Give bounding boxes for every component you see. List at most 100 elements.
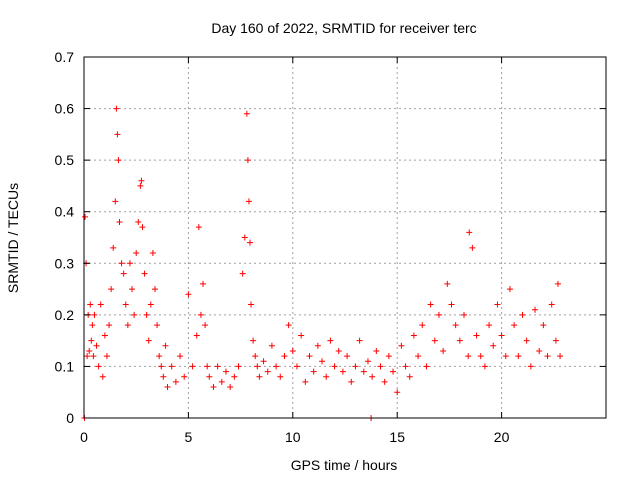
data-point	[285, 322, 292, 329]
data-point	[210, 384, 217, 391]
data-point	[277, 373, 284, 380]
data-point	[154, 322, 161, 329]
data-point	[113, 105, 120, 112]
data-point	[273, 363, 280, 370]
x-axis-ticks: 0 5 10 15 20	[80, 57, 510, 445]
data-point	[506, 286, 513, 293]
data-point	[461, 311, 468, 318]
data-point	[544, 353, 551, 360]
data-point	[532, 306, 539, 313]
data-point	[552, 337, 559, 344]
data-point	[536, 347, 543, 354]
data-point	[335, 347, 342, 354]
data-point	[410, 332, 417, 339]
data-point	[151, 286, 158, 293]
data-point	[348, 378, 355, 385]
data-point	[90, 353, 97, 360]
data-point	[293, 363, 300, 370]
data-point	[519, 311, 526, 318]
data-point	[465, 353, 472, 360]
data-point	[206, 373, 213, 380]
data-point	[319, 358, 326, 365]
data-point	[252, 353, 259, 360]
data-point	[511, 322, 518, 329]
data-point	[486, 322, 493, 329]
x-tick-label: 20	[494, 429, 510, 445]
data-point	[172, 378, 179, 385]
data-point	[323, 373, 330, 380]
data-point	[254, 363, 261, 370]
data-point	[84, 353, 91, 360]
data-point	[473, 332, 480, 339]
data-point	[402, 363, 409, 370]
data-point	[162, 342, 169, 349]
data-point	[360, 368, 367, 375]
data-point	[327, 337, 334, 344]
chart-title: Day 160 of 2022, SRMTID for receiver ter…	[211, 20, 476, 36]
data-point	[124, 322, 131, 329]
y-tick-label: 0.2	[55, 307, 75, 323]
data-point	[377, 363, 384, 370]
data-point	[145, 337, 152, 344]
data-point	[147, 301, 154, 308]
data-point	[548, 301, 555, 308]
data-point	[331, 363, 338, 370]
data-point	[164, 384, 171, 391]
data-point	[139, 224, 146, 231]
y-axis-label: SRMTID / TECUs	[5, 183, 21, 293]
data-point	[218, 378, 225, 385]
y-tick-label: 0.3	[55, 255, 75, 271]
data-point	[456, 337, 463, 344]
data-point	[149, 249, 156, 256]
data-point	[373, 347, 380, 354]
data-point	[352, 363, 359, 370]
y-tick-label: 0.4	[55, 204, 75, 220]
data-point	[264, 368, 271, 375]
data-point	[554, 280, 561, 287]
data-point	[306, 353, 313, 360]
data-point	[515, 353, 522, 360]
data-point	[444, 280, 451, 287]
data-point	[116, 219, 123, 226]
data-point	[502, 353, 509, 360]
y-axis-ticks: 0 0.1 0.2 0.3 0.4 0.5 0.6 0.7	[55, 49, 606, 426]
data-point	[137, 182, 144, 189]
data-point	[114, 131, 121, 138]
data-point	[256, 373, 263, 380]
x-tick-label: 10	[285, 429, 301, 445]
data-point	[381, 378, 388, 385]
data-point	[435, 311, 442, 318]
data-point	[118, 260, 125, 267]
data-point	[120, 270, 127, 277]
data-point	[231, 373, 238, 380]
data-point	[241, 234, 248, 241]
data-point	[494, 301, 501, 308]
data-point	[394, 389, 401, 396]
data-point	[344, 353, 351, 360]
data-point	[158, 363, 165, 370]
data-point	[431, 337, 438, 344]
data-point	[298, 332, 305, 339]
data-point	[310, 368, 317, 375]
x-axis-label: GPS time / hours	[291, 457, 398, 473]
data-point	[369, 373, 376, 380]
data-point	[202, 322, 209, 329]
data-point	[250, 337, 257, 344]
data-point	[189, 363, 196, 370]
data-point	[419, 322, 426, 329]
data-point	[168, 363, 175, 370]
y-tick-label: 0	[66, 410, 74, 426]
data-point	[91, 311, 98, 318]
data-point	[440, 347, 447, 354]
data-point	[398, 342, 405, 349]
data-point	[477, 353, 484, 360]
data-point	[364, 358, 371, 365]
x-tick-label: 5	[185, 429, 193, 445]
data-point	[126, 260, 133, 267]
data-point	[469, 244, 476, 251]
data-point	[222, 368, 229, 375]
data-point	[195, 224, 202, 231]
data-point	[243, 110, 250, 117]
y-tick-label: 0.5	[55, 152, 75, 168]
